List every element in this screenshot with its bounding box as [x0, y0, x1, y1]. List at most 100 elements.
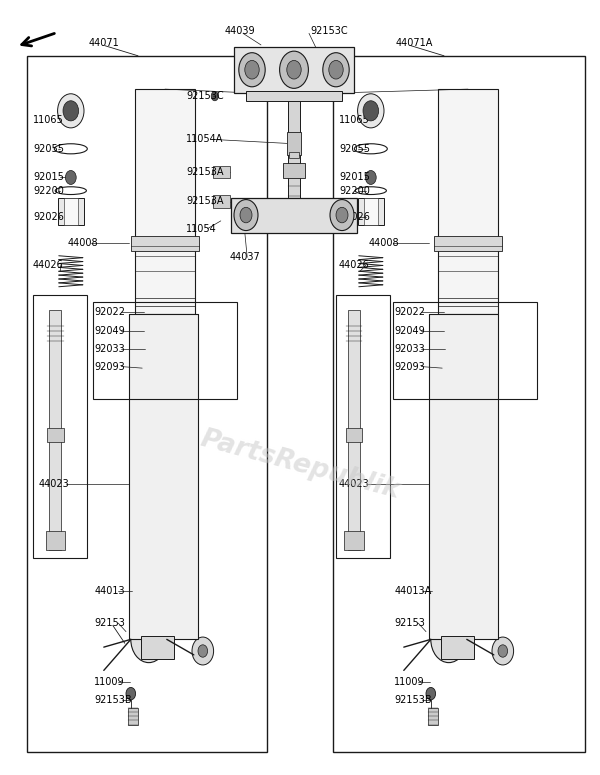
Text: 92015: 92015 — [33, 173, 64, 182]
Circle shape — [211, 91, 218, 101]
Circle shape — [330, 199, 354, 231]
Bar — [434, 236, 502, 251]
Text: 11009: 11009 — [94, 677, 125, 687]
Bar — [365, 112, 377, 124]
Bar — [348, 310, 360, 550]
Bar — [289, 152, 299, 158]
Bar — [364, 198, 378, 225]
Text: 92093: 92093 — [94, 362, 125, 371]
Circle shape — [192, 637, 214, 665]
Circle shape — [363, 101, 379, 121]
Bar — [49, 310, 61, 550]
Bar — [288, 93, 300, 232]
Circle shape — [320, 59, 328, 68]
Bar — [438, 89, 498, 314]
Text: 92026: 92026 — [33, 212, 64, 222]
Text: 44037: 44037 — [229, 253, 260, 262]
Circle shape — [365, 170, 376, 184]
Circle shape — [442, 630, 456, 649]
Bar — [246, 91, 342, 101]
Bar — [346, 428, 362, 442]
Circle shape — [212, 167, 220, 177]
Bar — [333, 56, 585, 752]
Circle shape — [426, 687, 436, 700]
Text: 44008: 44008 — [369, 239, 400, 248]
Bar — [429, 314, 498, 639]
Ellipse shape — [142, 362, 188, 374]
Text: 11065: 11065 — [339, 115, 370, 125]
Bar — [213, 195, 230, 208]
Ellipse shape — [442, 362, 488, 374]
Text: 92055: 92055 — [33, 144, 64, 153]
Bar — [213, 166, 230, 178]
Text: 44023: 44023 — [339, 480, 370, 489]
Bar — [231, 198, 357, 232]
Bar — [287, 132, 301, 155]
Text: 92153B: 92153B — [394, 695, 432, 704]
Bar — [33, 294, 87, 558]
Text: 11054: 11054 — [186, 224, 217, 233]
Text: 92153: 92153 — [94, 618, 125, 628]
Text: 44071: 44071 — [89, 39, 119, 48]
Text: PartsRepublik: PartsRepublik — [197, 425, 403, 505]
Circle shape — [329, 60, 343, 79]
Bar — [65, 112, 77, 124]
Text: 92049: 92049 — [94, 326, 125, 336]
Circle shape — [198, 645, 208, 657]
Text: 92200: 92200 — [33, 186, 64, 195]
Ellipse shape — [149, 365, 182, 371]
Circle shape — [280, 51, 308, 88]
Bar — [141, 636, 174, 659]
Circle shape — [287, 60, 301, 79]
Bar — [131, 236, 199, 251]
Text: 11065: 11065 — [33, 115, 64, 125]
Bar — [358, 198, 384, 225]
Circle shape — [63, 101, 79, 121]
Text: 44013A: 44013A — [394, 586, 431, 595]
Text: 92153A: 92153A — [186, 197, 223, 206]
Circle shape — [131, 616, 167, 663]
Text: 92033: 92033 — [94, 344, 125, 353]
Text: 44026: 44026 — [33, 260, 64, 270]
Text: 44023: 44023 — [39, 480, 70, 489]
Bar — [93, 302, 237, 399]
Circle shape — [212, 197, 220, 206]
Text: 92153C: 92153C — [311, 26, 349, 36]
Bar — [128, 708, 138, 725]
Bar — [46, 531, 65, 550]
Ellipse shape — [449, 365, 482, 371]
Text: 44071A: 44071A — [396, 39, 433, 48]
Bar — [129, 314, 198, 639]
Bar — [234, 46, 354, 93]
Text: 44039: 44039 — [225, 26, 256, 36]
Bar — [428, 708, 438, 725]
Circle shape — [126, 687, 136, 700]
Circle shape — [65, 170, 76, 184]
Text: 11009: 11009 — [394, 677, 425, 687]
Text: 92049: 92049 — [394, 326, 425, 336]
Text: 92153C: 92153C — [186, 91, 224, 101]
Bar — [135, 89, 195, 314]
Bar — [64, 198, 78, 225]
Text: 92200: 92200 — [339, 186, 370, 195]
Text: 92153B: 92153B — [94, 695, 132, 704]
Text: 92026: 92026 — [339, 212, 370, 222]
Circle shape — [240, 208, 252, 223]
Bar — [47, 428, 64, 442]
Circle shape — [498, 645, 508, 657]
Circle shape — [431, 616, 467, 663]
Text: 11054A: 11054A — [186, 135, 223, 144]
Bar — [344, 531, 364, 550]
Text: 44008: 44008 — [67, 239, 98, 248]
Circle shape — [234, 199, 258, 231]
Text: 92022: 92022 — [394, 308, 425, 317]
Circle shape — [58, 94, 84, 128]
Circle shape — [142, 630, 156, 649]
Text: 92153: 92153 — [394, 618, 425, 628]
Bar — [393, 302, 537, 399]
Text: 92153A: 92153A — [186, 167, 223, 177]
Circle shape — [336, 208, 348, 223]
Circle shape — [492, 637, 514, 665]
Bar — [441, 636, 474, 659]
Text: 92015: 92015 — [339, 173, 370, 182]
